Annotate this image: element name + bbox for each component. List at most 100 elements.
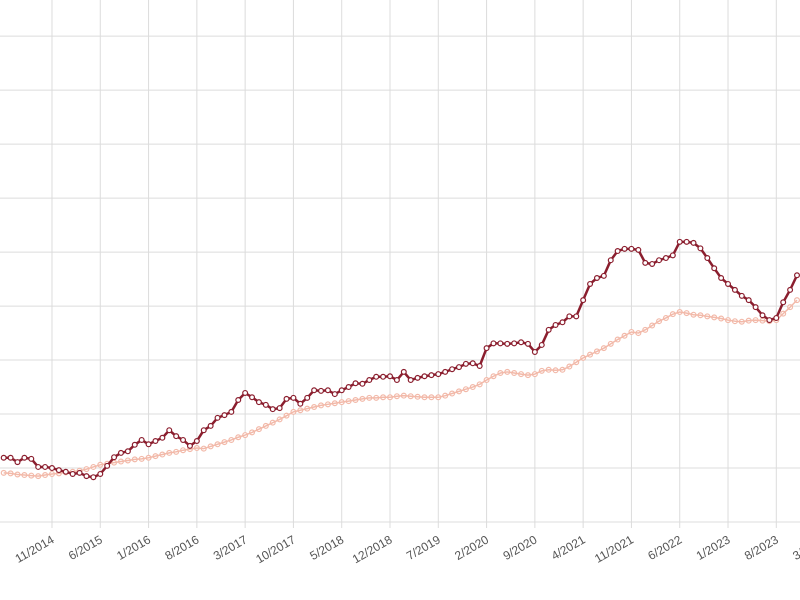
data-point	[14, 459, 21, 466]
data-point	[787, 286, 794, 293]
data-point	[173, 433, 180, 440]
x-tick-label: 9/2020	[501, 532, 540, 563]
data-point	[766, 317, 773, 324]
data-point	[166, 427, 173, 434]
data-point	[21, 454, 28, 461]
data-point	[124, 448, 131, 455]
data-point	[48, 465, 55, 472]
data-point	[566, 313, 573, 320]
data-point	[580, 297, 587, 304]
data-point	[511, 340, 518, 347]
series-lines	[0, 238, 800, 481]
data-point	[186, 442, 193, 449]
data-point	[311, 387, 318, 394]
data-point	[304, 394, 311, 401]
data-point	[662, 255, 669, 262]
data-point	[117, 449, 124, 456]
data-point	[7, 454, 14, 461]
x-tick-label: 4/2021	[549, 532, 588, 563]
data-point	[538, 341, 545, 348]
data-point	[718, 275, 725, 282]
x-tick-label: 11/2021	[592, 532, 636, 566]
x-tick-label: 6/2015	[66, 532, 105, 563]
data-point	[131, 441, 138, 448]
data-point	[524, 340, 531, 347]
data-point	[600, 272, 607, 279]
x-tick-label: 8/2023	[742, 532, 781, 563]
x-tick-label: 11/2014	[13, 532, 57, 566]
data-point	[690, 239, 697, 246]
data-point	[442, 368, 449, 375]
data-point	[683, 238, 690, 245]
data-point	[373, 373, 380, 380]
data-point	[104, 462, 111, 469]
data-point	[262, 401, 269, 408]
data-point	[449, 366, 456, 373]
data-point	[242, 389, 249, 396]
x-tick-label: 8/2016	[163, 532, 202, 563]
data-point	[180, 436, 187, 443]
x-tick-label: 6/2022	[645, 532, 684, 563]
data-point	[469, 360, 476, 367]
x-axis-labels: 11/2014 6/2015 1/2016 8/2016 3/2017 10/2017 5/…	[13, 532, 800, 566]
data-point	[407, 377, 414, 384]
data-point	[504, 340, 511, 347]
data-point	[83, 473, 90, 480]
data-point	[200, 427, 207, 434]
data-point	[62, 468, 69, 475]
data-point	[697, 245, 704, 252]
data-point	[738, 292, 745, 299]
data-point	[656, 257, 663, 264]
data-point	[228, 408, 235, 415]
grid	[0, 0, 800, 528]
data-point	[345, 384, 352, 391]
data-point	[676, 238, 683, 245]
data-point	[214, 414, 221, 421]
data-point	[42, 463, 49, 470]
x-tick-label: 3/2024	[790, 532, 800, 563]
data-point	[76, 469, 83, 476]
data-point	[462, 360, 469, 367]
x-tick-label: 5/2018	[307, 532, 346, 563]
data-point	[731, 286, 738, 293]
x-tick-label: 7/2019	[404, 532, 443, 563]
data-point	[421, 373, 428, 380]
data-point	[0, 454, 7, 461]
data-point	[145, 441, 152, 448]
data-point	[221, 412, 228, 419]
data-point	[207, 422, 214, 429]
data-point	[331, 391, 338, 398]
data-point	[97, 470, 104, 477]
data-point	[531, 348, 538, 355]
data-point	[649, 260, 656, 267]
data-point	[55, 467, 62, 474]
data-point	[711, 265, 718, 272]
data-point	[283, 395, 290, 402]
data-point	[587, 280, 594, 287]
data-point	[366, 377, 373, 384]
data-point	[387, 373, 394, 380]
data-point	[338, 387, 345, 394]
series-line	[3, 299, 798, 477]
data-point	[455, 364, 462, 371]
data-point	[276, 405, 283, 412]
data-point	[614, 248, 621, 255]
data-point	[393, 377, 400, 384]
data-point	[193, 438, 200, 445]
data-point	[290, 394, 297, 401]
data-point	[573, 313, 580, 320]
data-point	[621, 245, 628, 252]
data-point	[324, 387, 331, 394]
data-point	[642, 259, 649, 266]
data-point	[249, 394, 256, 401]
data-point	[359, 380, 366, 387]
data-point	[235, 397, 242, 404]
data-point	[90, 474, 97, 481]
data-point	[793, 272, 800, 279]
x-tick-label: 2/2020	[452, 532, 491, 563]
data-point	[497, 340, 504, 347]
data-point	[69, 470, 76, 477]
data-point	[159, 434, 166, 441]
data-point	[628, 245, 635, 252]
data-point	[669, 252, 676, 259]
